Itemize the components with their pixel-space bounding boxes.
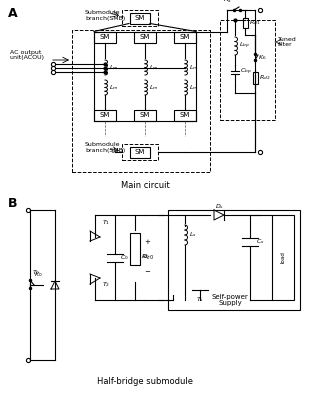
Text: Submodule
branch(SMB): Submodule branch(SMB) (85, 142, 125, 153)
Bar (130, 233, 140, 265)
Text: $T_1$: $T_1$ (102, 218, 110, 228)
Bar (242, 18, 247, 28)
Text: $L_m$: $L_m$ (109, 63, 118, 72)
Text: $R_{d1}$: $R_{d1}$ (249, 18, 260, 28)
Bar (220, 20, 275, 120)
Bar (272, 215, 294, 300)
Text: $L_m$: $L_m$ (149, 63, 158, 72)
Text: $K_0$: $K_0$ (34, 270, 42, 280)
Text: $L_{bp}$: $L_{bp}$ (239, 41, 250, 51)
Text: $L_m$: $L_m$ (189, 63, 198, 72)
Bar (174, 110, 196, 120)
Text: $C_0$: $C_0$ (120, 253, 129, 262)
Text: −: − (144, 269, 150, 275)
Bar (174, 32, 196, 42)
Text: $K_6$: $K_6$ (258, 54, 266, 62)
Text: SM: SM (140, 34, 150, 40)
Text: AC output
unit(ACOU): AC output unit(ACOU) (10, 50, 45, 60)
Bar (94, 32, 116, 42)
Text: Submodule
branch(SMB): Submodule branch(SMB) (85, 10, 125, 21)
Text: SM: SM (180, 112, 190, 118)
Text: A: A (8, 7, 18, 20)
Bar (252, 72, 258, 84)
Text: $L_m$: $L_m$ (109, 83, 118, 92)
Text: $K_s$: $K_s$ (223, 0, 233, 5)
Text: $T_s$: $T_s$ (196, 296, 204, 304)
Bar (168, 210, 300, 310)
Text: $L_s$: $L_s$ (189, 230, 197, 240)
Text: Main circuit: Main circuit (121, 180, 169, 190)
Text: $R_0$: $R_0$ (141, 252, 150, 262)
Bar (94, 110, 116, 120)
Text: SM: SM (135, 15, 145, 21)
Bar (134, 32, 156, 42)
Text: B: B (8, 197, 17, 210)
Text: SM: SM (180, 34, 190, 40)
Text: $C_{bp}$: $C_{bp}$ (240, 67, 252, 77)
Text: SM: SM (140, 112, 150, 118)
Text: Self-power
Supply: Self-power Supply (212, 294, 248, 306)
Text: load: load (281, 251, 285, 263)
Text: SM: SM (135, 149, 145, 155)
Text: $T_0$: $T_0$ (32, 268, 40, 278)
Bar (130, 12, 150, 24)
Text: $R_{d2}$: $R_{d2}$ (259, 74, 270, 82)
Bar (134, 110, 156, 120)
Text: Half-bridge submodule: Half-bridge submodule (97, 378, 193, 386)
Text: $L_m$: $L_m$ (149, 83, 158, 92)
Text: Tuned
filter: Tuned filter (278, 37, 297, 47)
Text: $L_m$: $L_m$ (189, 83, 198, 92)
Text: $C_s$: $C_s$ (256, 238, 264, 246)
Bar (122, 10, 158, 26)
Bar (130, 146, 150, 158)
Text: $u_{c0}$: $u_{c0}$ (142, 252, 154, 262)
Text: +: + (144, 239, 150, 245)
Bar (122, 144, 158, 160)
Text: $D_s$: $D_s$ (216, 202, 224, 212)
Text: SM: SM (100, 34, 110, 40)
Bar (72, 30, 210, 172)
Text: SM: SM (100, 112, 110, 118)
Text: $T_2$: $T_2$ (102, 280, 110, 290)
